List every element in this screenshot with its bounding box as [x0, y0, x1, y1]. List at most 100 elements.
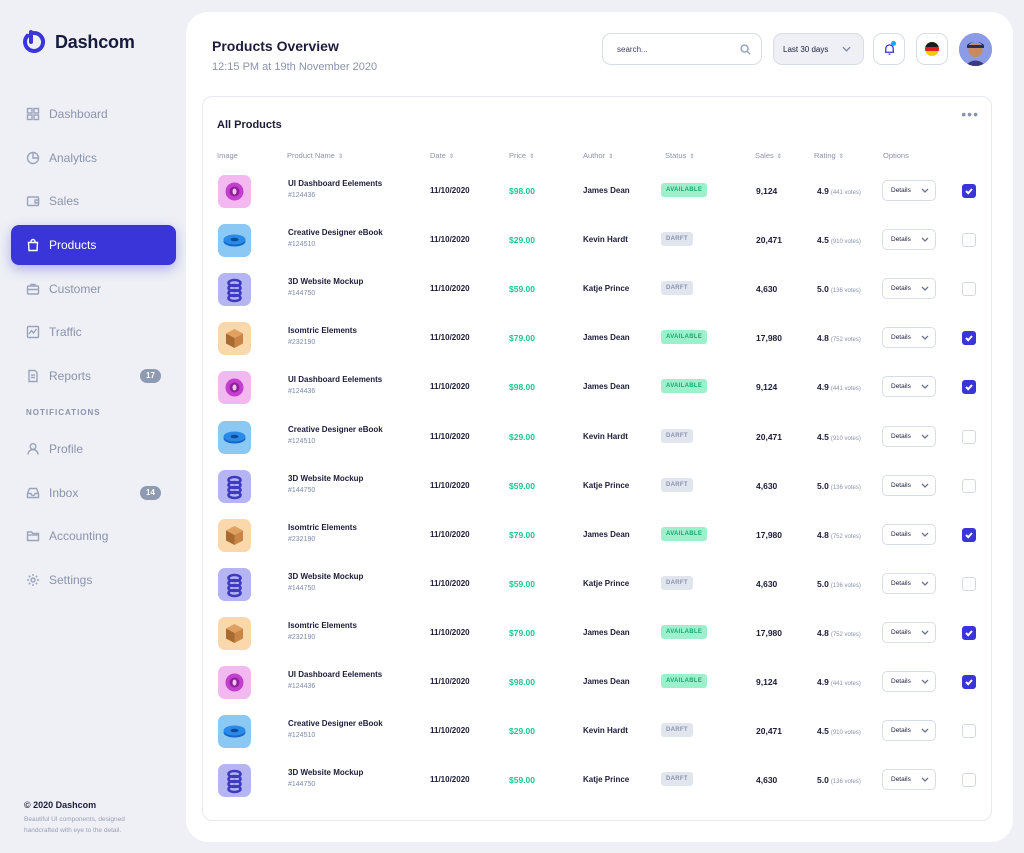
table-row[interactable]: 3D Website Mockup #144750 11/10/2020 $59…: [203, 265, 993, 314]
column-header-price[interactable]: Price ⇕: [509, 151, 535, 160]
sort-icon: ⇕: [776, 154, 782, 160]
column-header-author[interactable]: Author ⇕: [583, 151, 614, 160]
options-dropdown[interactable]: Details: [882, 327, 936, 349]
options-dropdown[interactable]: Details: [882, 474, 936, 496]
table-row[interactable]: 3D Website Mockup #144750 11/10/2020 $59…: [203, 462, 993, 511]
sidebar-item-label: Reports: [49, 369, 92, 384]
row-checkbox[interactable]: [962, 331, 976, 346]
product-name[interactable]: 3D Website Mockup: [288, 571, 364, 581]
sort-icon: ⇕: [608, 154, 614, 160]
product-name[interactable]: UI Dashboard Eelements: [288, 179, 383, 188]
options-dropdown[interactable]: Details: [882, 572, 936, 594]
row-checkbox[interactable]: [962, 724, 976, 739]
options-dropdown[interactable]: Details: [882, 376, 936, 398]
product-name[interactable]: Creative Designer eBook: [288, 719, 383, 729]
table-row[interactable]: UI Dashboard Eelements #124436 11/10/202…: [203, 167, 993, 216]
sidebar-item-label: Profile: [49, 441, 84, 456]
product-thumbnail: [218, 420, 251, 454]
options-dropdown[interactable]: Details: [882, 180, 936, 201]
column-header-sales[interactable]: Sales ⇕: [755, 151, 782, 160]
row-checkbox[interactable]: [962, 527, 976, 542]
table-row[interactable]: Creative Designer eBook #124510 11/10/20…: [203, 413, 993, 462]
column-header-rating[interactable]: Rating ⇕: [814, 151, 844, 160]
sidebar-item-customer[interactable]: Customer: [11, 269, 176, 309]
options-dropdown[interactable]: Details: [882, 769, 936, 791]
table-row[interactable]: UI Dashboard Eelements #124436 11/10/202…: [203, 658, 993, 707]
options-dropdown[interactable]: Details: [882, 671, 936, 692]
options-dropdown[interactable]: Details: [882, 278, 936, 300]
table-row[interactable]: Creative Designer eBook #124510 11/10/20…: [203, 216, 993, 265]
column-header-product-name[interactable]: Product Name ⇕: [287, 151, 343, 160]
avatar[interactable]: [959, 33, 992, 66]
language-button[interactable]: [916, 33, 948, 65]
product-id: #124436: [288, 192, 316, 199]
product-author: James Dean: [583, 529, 630, 539]
product-name[interactable]: 3D Website Mockup: [288, 768, 364, 778]
wallet-icon: [26, 194, 40, 208]
table-row[interactable]: UI Dashboard Eelements #124436 11/10/202…: [203, 363, 993, 412]
options-dropdown[interactable]: Details: [882, 720, 936, 742]
product-rating: 5.0 (136 votes): [817, 480, 861, 491]
product-name[interactable]: Isomtric Elements: [288, 522, 357, 532]
table-row[interactable]: Isomtric Elements #232190 11/10/2020 $79…: [203, 511, 993, 560]
rating-votes: (136 votes): [830, 779, 861, 786]
product-sales: 4,630: [756, 284, 778, 295]
sidebar-item-analytics[interactable]: Analytics: [11, 138, 176, 178]
row-checkbox[interactable]: [962, 429, 976, 444]
product-name[interactable]: 3D Website Mockup: [288, 277, 364, 287]
chevron-down-icon: [842, 46, 851, 52]
product-name[interactable]: Creative Designer eBook: [288, 424, 383, 434]
row-checkbox[interactable]: [962, 773, 976, 788]
product-rating: 4.5 (910 votes): [817, 726, 861, 737]
row-checkbox[interactable]: [962, 282, 976, 297]
options-dropdown[interactable]: Details: [882, 425, 936, 447]
date-range-dropdown[interactable]: Last 30 days: [773, 33, 864, 65]
product-rating: 4.9 (441 votes): [817, 186, 861, 196]
row-checkbox[interactable]: [962, 675, 976, 689]
product-name[interactable]: Isomtric Elements: [288, 620, 357, 630]
sidebar-item-reports[interactable]: Reports 17: [11, 356, 176, 396]
column-header-date[interactable]: Date ⇕: [430, 151, 454, 160]
row-checkbox[interactable]: [962, 380, 976, 395]
sidebar-item-label: Customer: [49, 281, 102, 296]
options-dropdown[interactable]: Details: [882, 229, 936, 251]
sidebar-item-inbox[interactable]: Inbox 14: [11, 473, 176, 513]
sort-icon: ⇕: [689, 154, 695, 160]
search-box[interactable]: [602, 33, 762, 65]
product-name[interactable]: Isomtric Elements: [288, 326, 357, 336]
search-input[interactable]: [617, 44, 732, 54]
sidebar-item-sales[interactable]: Sales: [11, 181, 176, 221]
options-dropdown[interactable]: Details: [882, 523, 936, 545]
table-row[interactable]: Isomtric Elements #232190 11/10/2020 $79…: [203, 314, 993, 363]
options-dropdown[interactable]: Details: [882, 621, 936, 643]
sidebar-item-settings[interactable]: Settings: [11, 560, 176, 600]
table-row[interactable]: 3D Website Mockup #144750 11/10/2020 $59…: [203, 756, 993, 805]
sidebar-item-profile[interactable]: Profile: [11, 429, 176, 469]
sidebar-item-traffic[interactable]: Traffic: [11, 312, 176, 352]
more-options-icon[interactable]: •••: [961, 106, 979, 122]
user-icon: [26, 442, 40, 456]
sidebar-item-accounting[interactable]: Accounting: [11, 516, 176, 556]
sort-icon: ⇕: [448, 154, 454, 160]
row-checkbox[interactable]: [962, 184, 976, 198]
table-row[interactable]: Isomtric Elements #232190 11/10/2020 $79…: [203, 609, 993, 658]
product-date: 11/10/2020: [430, 480, 470, 490]
status-badge: DARFT: [661, 428, 693, 443]
row-checkbox[interactable]: [962, 478, 976, 493]
product-name[interactable]: UI Dashboard Eelements: [288, 670, 383, 679]
notifications-button[interactable]: [873, 33, 905, 65]
column-header-status[interactable]: Status ⇕: [665, 151, 695, 160]
product-name[interactable]: UI Dashboard Eelements: [288, 375, 383, 385]
row-checkbox[interactable]: [962, 233, 976, 248]
product-name[interactable]: Creative Designer eBook: [288, 228, 383, 238]
shopping-bag-icon: [26, 238, 40, 252]
sidebar-item-products[interactable]: Products: [11, 225, 176, 266]
product-rating: 4.9 (441 votes): [817, 382, 861, 393]
row-checkbox[interactable]: [962, 576, 976, 591]
table-row[interactable]: 3D Website Mockup #144750 11/10/2020 $59…: [203, 560, 993, 609]
row-checkbox[interactable]: [962, 625, 976, 640]
sidebar-item-dashboard[interactable]: Dashboard: [11, 94, 176, 134]
table-row[interactable]: Creative Designer eBook #124510 11/10/20…: [203, 707, 993, 756]
brand-logo[interactable]: Dashcom: [22, 30, 135, 54]
product-name[interactable]: 3D Website Mockup: [288, 473, 364, 483]
